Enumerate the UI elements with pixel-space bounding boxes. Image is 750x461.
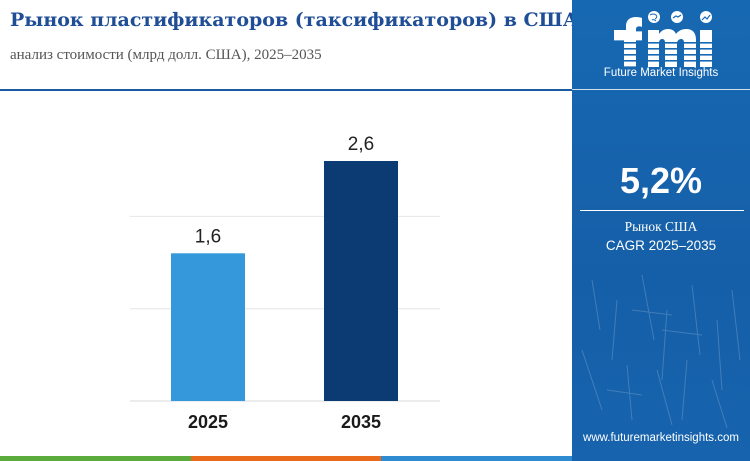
page-subtitle: анализ стоимости (млрд долл. США), 2025–…: [10, 47, 322, 63]
handshake-icon: [671, 11, 683, 23]
footer-segment-orange: [190, 456, 382, 461]
bar-chart: 1,6 2025 2,6 2035: [130, 134, 440, 432]
page-title: Рынок пластификаторов (таксификаторов) в…: [10, 9, 579, 31]
fmi-logo: [614, 11, 714, 67]
globe-icon: [648, 11, 660, 23]
header-divider: [0, 89, 572, 91]
cagr-divider: [580, 210, 744, 211]
footer-segment-blue: [381, 456, 573, 461]
bar-2025: [171, 253, 245, 401]
website-link[interactable]: www.futuremarketinsights.com: [583, 432, 739, 444]
cagr-value: 5,2%: [619, 160, 703, 201]
bar-2035: [324, 161, 398, 401]
cagr-period-label: CAGR 2025–2035: [605, 238, 717, 253]
x-tick-label-2025: 2025: [188, 412, 228, 432]
footer-segment-green: [0, 456, 191, 461]
data-label-2035: 2,6: [348, 134, 374, 155]
chart-icon: [700, 11, 712, 23]
sidebar-divider: [572, 89, 750, 90]
footer-color-bar: [0, 456, 573, 461]
sidebar-panel: Future Market Insights 5,2% Рынок США CA…: [572, 0, 750, 461]
texture-decoration: [581, 274, 741, 429]
data-label-2025: 1,6: [195, 226, 221, 247]
logo-tagline: Future Market Insights: [603, 67, 719, 79]
x-tick-label-2035: 2035: [341, 412, 381, 432]
cagr-market-label: Рынок США: [624, 219, 698, 234]
